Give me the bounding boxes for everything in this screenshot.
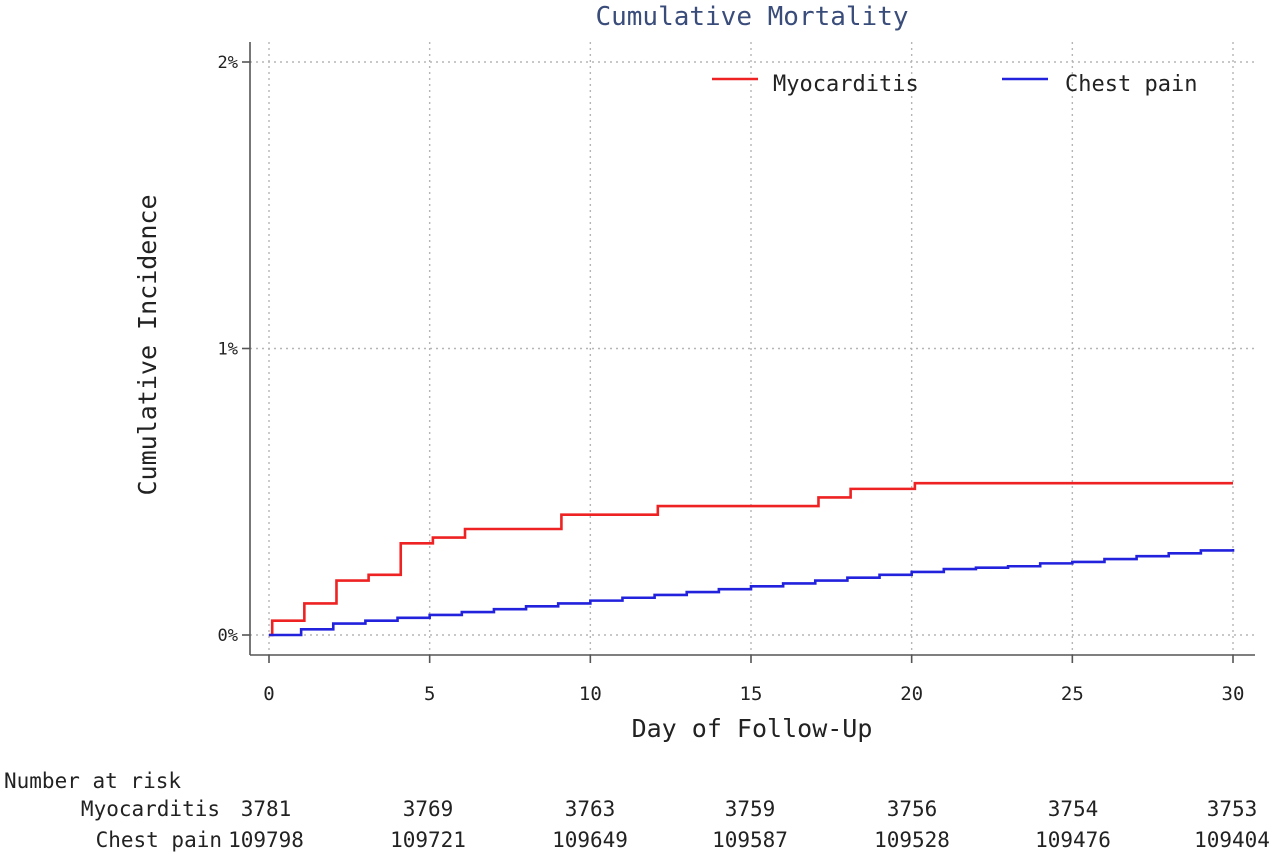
y-tick-label-2: 2% bbox=[218, 53, 238, 73]
y-tick-label-1: 1% bbox=[218, 340, 238, 360]
risk-value-myocarditis-3: 3759 bbox=[725, 797, 776, 821]
risk-value-myocarditis-5: 3754 bbox=[1048, 797, 1099, 821]
x-tick-label-1: 5 bbox=[424, 683, 435, 705]
ticks: 0 5 10 15 20 25 30 0% 1% 2% bbox=[218, 53, 1245, 705]
risk-value-chest-pain-1: 109721 bbox=[390, 828, 466, 852]
risk-value-myocarditis-2: 3763 bbox=[565, 797, 616, 821]
risk-value-myocarditis-4: 3756 bbox=[887, 797, 938, 821]
legend: Myocarditis Chest pain bbox=[712, 72, 1197, 97]
risk-row-label-chest-pain: Chest pain bbox=[96, 828, 222, 852]
chart-title: Cumulative Mortality bbox=[595, 2, 908, 32]
risk-value-chest-pain-2: 109649 bbox=[552, 828, 628, 852]
risk-table-header: Number at risk bbox=[4, 769, 181, 793]
risk-value-myocarditis-0: 3781 bbox=[241, 797, 292, 821]
x-tick-label-4: 20 bbox=[900, 683, 923, 705]
risk-table: Myocarditis 3781 3769 3763 3759 3756 3754 3753 C… bbox=[81, 797, 1270, 852]
x-tick-label-6: 30 bbox=[1222, 683, 1245, 705]
legend-label-myocarditis: Myocarditis bbox=[773, 72, 919, 97]
y-axis-label: Cumulative Incidence bbox=[133, 194, 162, 495]
x-tick-label-5: 25 bbox=[1061, 683, 1084, 705]
risk-value-myocarditis-6: 3753 bbox=[1207, 797, 1258, 821]
x-tick-label-3: 15 bbox=[740, 683, 763, 705]
series-line-myocarditis bbox=[269, 481, 1233, 637]
x-tick-label-0: 0 bbox=[263, 683, 274, 705]
x-tick-label-2: 10 bbox=[579, 683, 602, 705]
risk-value-chest-pain-4: 109528 bbox=[874, 828, 950, 852]
grid-lines bbox=[250, 42, 1255, 655]
risk-value-chest-pain-0: 109798 bbox=[228, 828, 304, 852]
risk-value-chest-pain-6: 109404 bbox=[1194, 828, 1270, 852]
x-axis-label: Day of Follow-Up bbox=[632, 714, 873, 743]
y-tick-label-0: 0% bbox=[218, 626, 238, 646]
risk-value-chest-pain-5: 109476 bbox=[1035, 828, 1111, 852]
risk-row-label-myocarditis: Myocarditis bbox=[81, 797, 220, 821]
risk-value-myocarditis-1: 3769 bbox=[403, 797, 454, 821]
legend-label-chest-pain: Chest pain bbox=[1065, 72, 1197, 97]
series-line-chest-pain bbox=[269, 549, 1235, 637]
risk-value-chest-pain-3: 109587 bbox=[712, 828, 788, 852]
series-lines bbox=[269, 481, 1235, 637]
